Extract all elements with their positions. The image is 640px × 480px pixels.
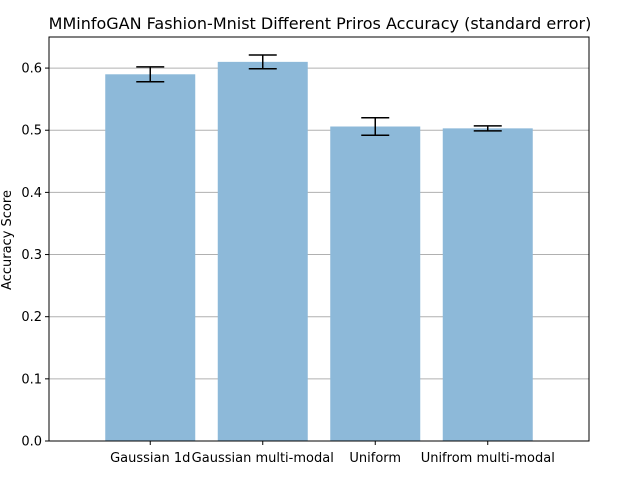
bar: [330, 126, 421, 442]
y-tick-label: 0.5: [21, 124, 42, 139]
y-axis-label: Accuracy Score: [0, 190, 15, 290]
y-tick-label: 0.1: [21, 372, 42, 387]
y-tick-label: 0.2: [21, 310, 42, 325]
bars: [105, 61, 533, 442]
bar: [105, 74, 196, 442]
error-bars: [136, 54, 502, 136]
x-tick-label: Gaussian multi-modal: [192, 451, 334, 466]
bar: [217, 61, 308, 441]
y-tick-label: 0.6: [21, 62, 42, 77]
bar: [442, 128, 533, 441]
x-tick-label: Unifrom multi-modal: [421, 451, 555, 466]
y-tick-label: 0.4: [21, 186, 42, 201]
x-tick-label: Uniform: [349, 451, 401, 466]
x-axis-ticks: Gaussian 1d Gaussian multi-modal Uniform Un…: [110, 441, 555, 466]
plot-frame: [48, 36, 590, 442]
y-axis-ticks: 0.0 0.1 0.2 0.3 0.4 0.5 0.6: [21, 62, 49, 450]
y-tick-label: 0.0: [21, 435, 42, 450]
axes: [48, 36, 590, 442]
x-tick-label: Gaussian 1d: [110, 451, 190, 466]
chart-title: MMinfoGAN Fashion-Mnist Different Priros…: [49, 14, 592, 33]
y-tick-label: 0.3: [21, 248, 42, 263]
